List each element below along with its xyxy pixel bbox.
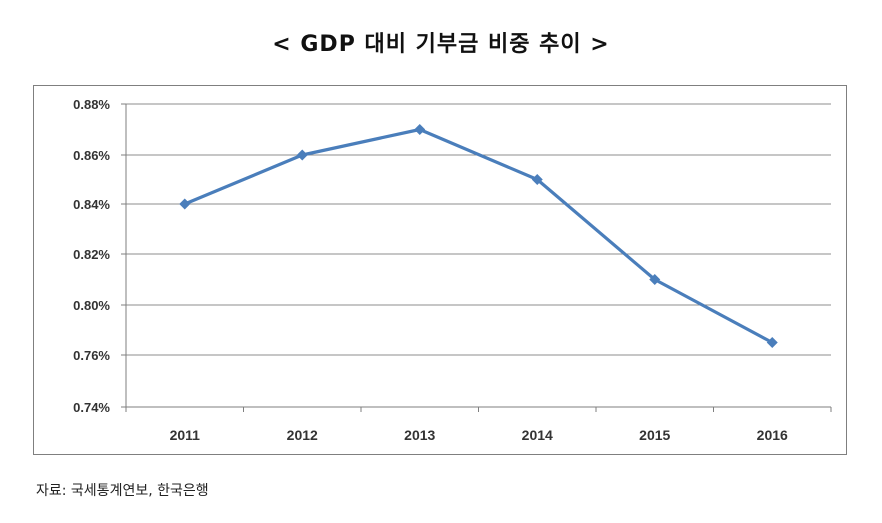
- x-tick-label: 2014: [522, 427, 553, 443]
- line-chart: 0.74% 0.76% 0.80% 0.82% 0.84% 0.86% 0.88% 2011 2…: [73, 97, 832, 443]
- y-tick-label: 0.74%: [73, 400, 110, 415]
- data-point: [531, 174, 543, 185]
- y-tick-label: 0.84%: [73, 197, 110, 212]
- y-tick-label: 0.76%: [73, 348, 110, 363]
- data-point: [179, 198, 191, 210]
- data-point: [414, 124, 426, 135]
- x-tick-label: 2011: [170, 427, 201, 443]
- series-line: [184, 127, 774, 344]
- chart-area: 0.74% 0.76% 0.80% 0.82% 0.84% 0.86% 0.88% 2011 2…: [33, 85, 847, 455]
- data-point: [766, 337, 778, 348]
- x-tick-label: 2013: [404, 427, 435, 443]
- chart-title: < GDP 대비 기부금 비중 추이 >: [272, 32, 610, 57]
- data-point: [296, 149, 308, 161]
- x-tick-label: 2015: [639, 427, 670, 443]
- source-note: 자료: 국세통계연보, 한국은행: [36, 483, 209, 499]
- x-tick-label: 2012: [287, 427, 318, 443]
- y-tick-label: 0.80%: [73, 298, 110, 313]
- y-tick-label: 0.86%: [73, 148, 110, 163]
- x-tick-label: 2016: [757, 427, 788, 443]
- y-tick-label: 0.82%: [73, 247, 110, 262]
- data-point: [649, 274, 661, 285]
- y-tick-label: 0.88%: [73, 97, 110, 112]
